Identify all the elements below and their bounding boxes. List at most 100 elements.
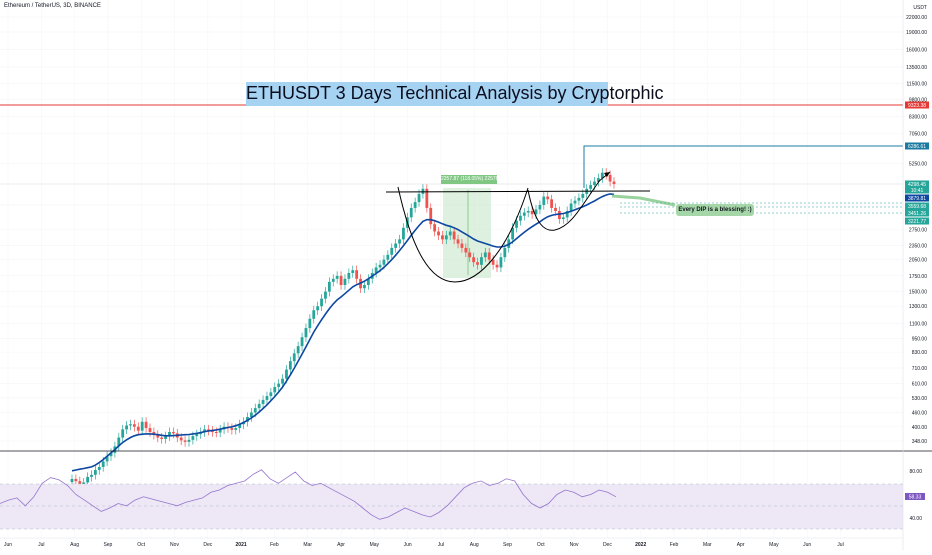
price-tick-label: 950.00	[912, 336, 928, 342]
price-label-value: 4298.45	[908, 182, 926, 188]
candle-body	[382, 259, 386, 265]
candle-body	[558, 210, 561, 220]
price-label-value: 3221.77	[908, 219, 926, 225]
price-tick-label: 1500.00	[909, 290, 927, 296]
time-tick-label: Nov	[570, 542, 579, 548]
candle-body	[394, 243, 398, 248]
candle-body	[417, 193, 421, 203]
handle-curve	[527, 179, 601, 231]
candle-body	[351, 270, 355, 273]
candle-body	[363, 285, 366, 289]
candle-body	[210, 430, 214, 433]
price-label-tag	[905, 217, 929, 225]
candle-body	[476, 262, 479, 265]
candle-body	[433, 224, 437, 232]
candle-body	[308, 318, 312, 329]
time-tick-label: Oct	[137, 542, 145, 548]
time-tick-label: 2022	[635, 542, 646, 548]
moving-average-line	[71, 193, 615, 472]
price-tick-label: 460.00	[912, 410, 928, 416]
candle-body	[402, 227, 405, 240]
time-tick-label: Apr	[737, 542, 745, 548]
price-tick-label: 530.00	[912, 396, 928, 402]
candle-body	[288, 361, 292, 370]
price-tick-label: 2750.00	[909, 228, 927, 234]
price-label-tag	[905, 209, 929, 217]
candle-body	[339, 275, 343, 286]
time-tick-label: Aug	[470, 542, 479, 548]
candle-body	[386, 254, 390, 260]
time-axis[interactable]: Jun Jul Aug Sep Oct Nov Dec 2021 Feb Mar Apr May Jun…	[4, 542, 844, 548]
candle-body	[187, 439, 191, 442]
candle-body	[105, 456, 109, 462]
candle-body	[425, 188, 429, 208]
price-label-tag	[905, 101, 929, 109]
price-tick-label: 22000.00	[906, 15, 927, 21]
candle-body	[534, 209, 538, 215]
time-tick-label: Oct	[537, 542, 545, 548]
candle-body	[179, 437, 183, 441]
candle-body	[499, 257, 503, 268]
candle-body	[74, 478, 78, 482]
price-label-value: 3559.68	[908, 204, 926, 210]
candle-body	[390, 247, 394, 255]
price-tick-label: 13500.00	[906, 65, 927, 71]
price-label-tag	[905, 186, 929, 194]
candle-body	[164, 436, 167, 439]
candle-body	[132, 424, 136, 427]
candle-body	[511, 227, 515, 240]
candle-body	[277, 383, 281, 388]
candle-body	[366, 278, 370, 286]
time-tick-label: Feb	[270, 542, 279, 548]
price-axis[interactable]: 22000.00 19000.00 16000.00 13500.00 11500.00…	[906, 5, 927, 445]
rsi-axis: 80.00 40.00 58.33	[905, 469, 925, 522]
candle-body	[234, 428, 238, 430]
price-tick-label: 1300.00	[909, 304, 927, 310]
candle-body	[191, 436, 195, 440]
candle-body	[144, 421, 148, 429]
candle-body	[312, 310, 316, 319]
time-tick-label: Jun	[4, 542, 12, 548]
candle-body	[526, 210, 530, 213]
handle-arrow-head	[604, 172, 610, 177]
candle-body	[581, 193, 585, 198]
price-tick-label: 8300.00	[909, 115, 927, 121]
time-tick-label: Dec	[603, 542, 612, 548]
time-tick-label: Feb	[670, 542, 679, 548]
rsi-band	[0, 484, 903, 529]
rsi-current-value: 58.33	[909, 495, 922, 501]
rsi-tick-label: 40.00	[909, 516, 922, 522]
candle-body	[464, 247, 468, 253]
neckline	[385, 190, 651, 193]
time-tick-label: Mar	[303, 542, 312, 548]
price-tick-label: 7050.00	[909, 131, 927, 137]
candle-body	[597, 178, 600, 182]
candle-body	[230, 428, 234, 430]
time-tick-label: Dec	[203, 542, 212, 548]
symbol-header[interactable]: Ethereum / TetherUS, 3D, BINANCE	[4, 3, 101, 9]
candle-body	[421, 188, 425, 194]
time-tick-label: Mar	[703, 542, 712, 548]
candle-body	[398, 239, 401, 244]
candle-body	[117, 437, 121, 447]
candle-body	[542, 196, 546, 205]
candle-body	[78, 481, 82, 485]
candle-body	[152, 432, 156, 435]
candle-body	[168, 432, 171, 437]
candle-body	[249, 412, 253, 418]
candle-body	[437, 231, 440, 236]
rsi-line	[0, 469, 617, 520]
candle-body	[519, 215, 522, 221]
candle-body	[273, 387, 277, 393]
candle-body	[355, 270, 359, 279]
candle-body	[335, 275, 339, 279]
candle-body	[331, 278, 335, 282]
candle-body	[538, 204, 542, 210]
rsi-tick-label: 80.00	[909, 469, 922, 475]
candle-body	[608, 174, 612, 182]
candle-body	[183, 440, 187, 442]
candle-body	[265, 396, 269, 400]
candle-body	[495, 264, 499, 268]
